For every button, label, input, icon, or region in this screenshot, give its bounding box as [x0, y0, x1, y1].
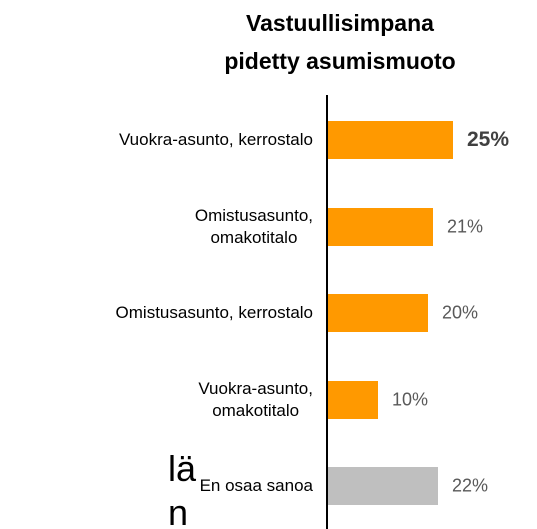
- value-label: 10%: [392, 389, 429, 409]
- category-label: Vuokra-asunto, omakotitalo: [198, 378, 313, 420]
- bar: [328, 207, 433, 246]
- value-label: 22%: [452, 475, 489, 496]
- chart-title: Vastuullisimpana pidetty asumismuoto: [224, 10, 456, 74]
- bar: [328, 380, 378, 419]
- annotation: n: [168, 492, 189, 529]
- value-label: 20%: [442, 302, 479, 323]
- annotation: lä: [168, 448, 197, 489]
- bar: [328, 294, 428, 332]
- bar: [328, 467, 438, 505]
- axis-line: [326, 95, 328, 529]
- category-label: Omistusasunto, omakotitalo: [194, 205, 313, 247]
- value-label: 21%: [447, 216, 484, 236]
- category-label: En osaa sanoa: [199, 476, 313, 495]
- value-label: 25%: [467, 128, 510, 151]
- bar: [328, 121, 453, 159]
- category-label: Vuokra-asunto, kerrostalo: [118, 130, 313, 149]
- category-label: Omistusasunto, kerrostalo: [115, 303, 313, 322]
